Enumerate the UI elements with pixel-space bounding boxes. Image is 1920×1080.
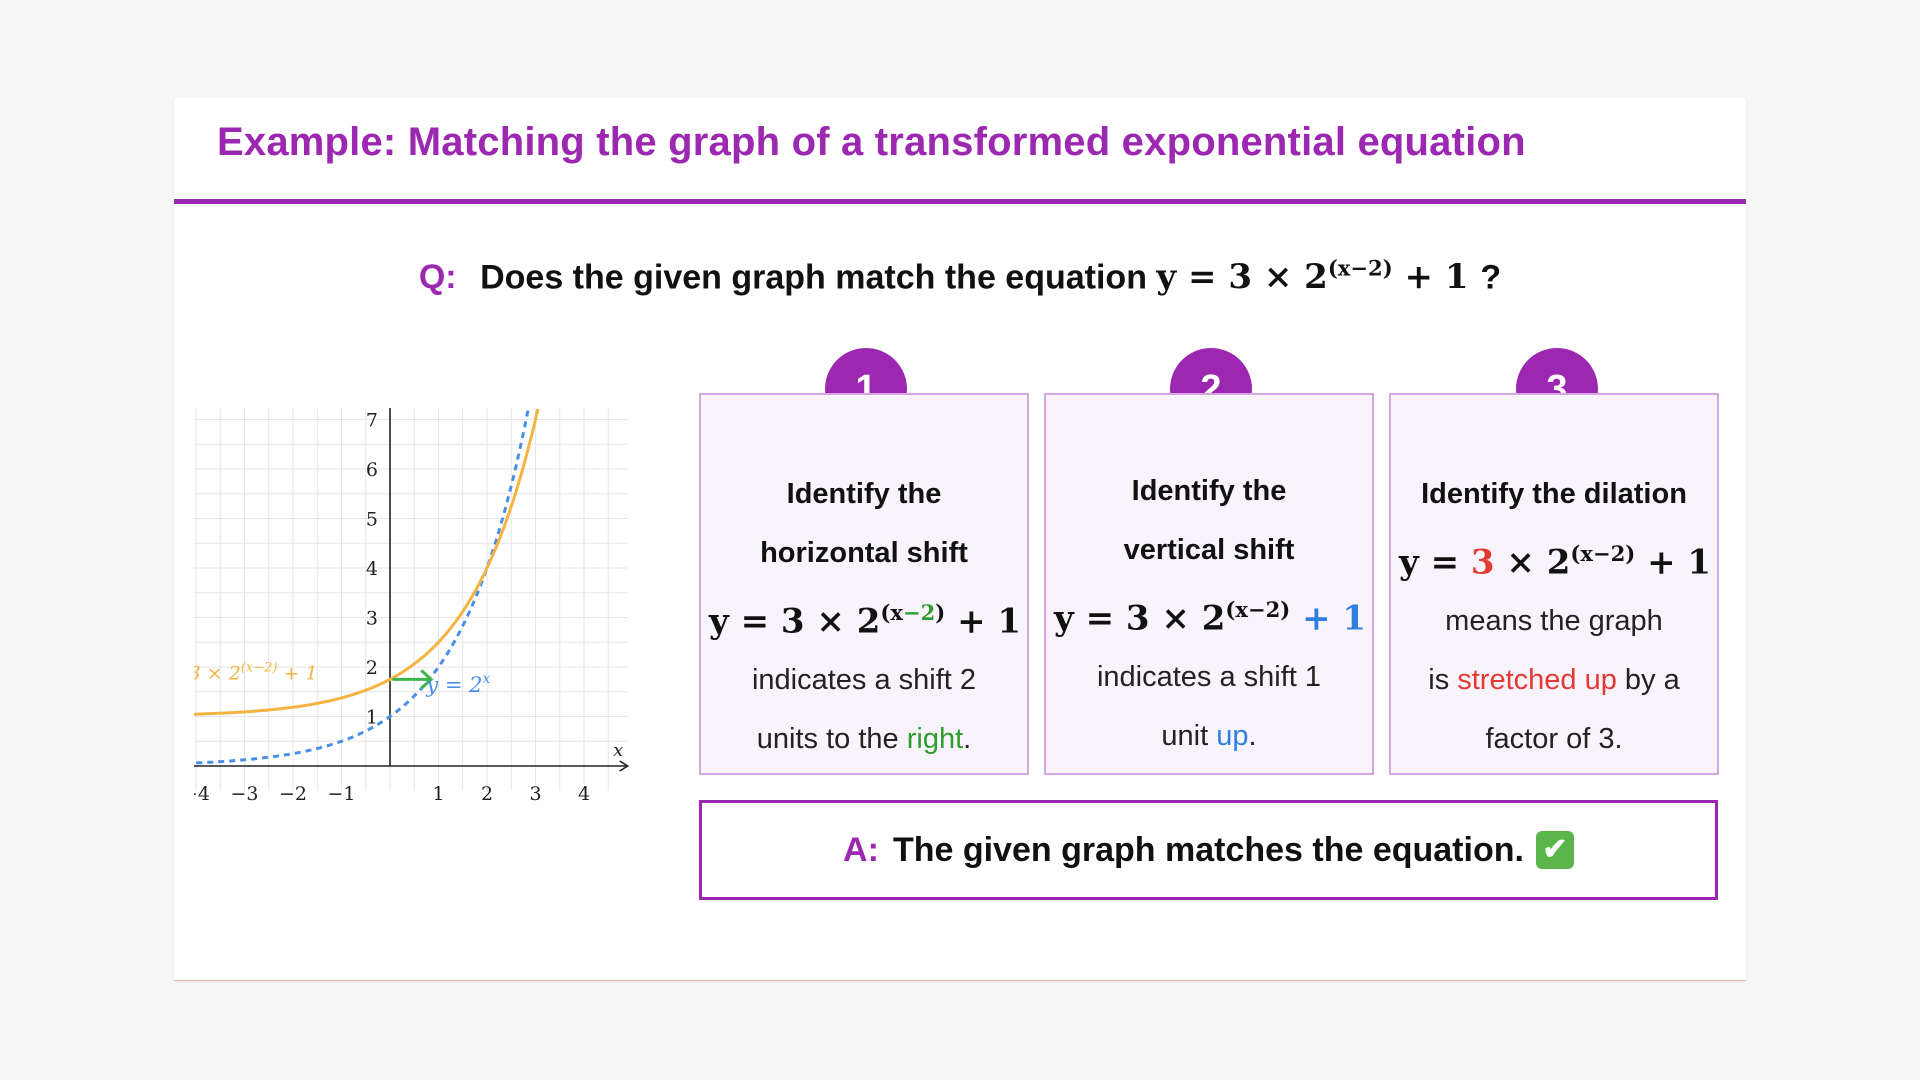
- step-2-eq-highlight: + 1: [1290, 598, 1367, 639]
- step-1-title-line-1: Identify the: [786, 478, 942, 510]
- answer-box: A: The given graph matches the equation.…: [699, 800, 1718, 900]
- step-1-text-line-1: indicates a shift 2: [751, 664, 977, 697]
- step-1-title: Identify the horizontal shift: [701, 465, 1027, 583]
- graph-grid: [194, 408, 628, 791]
- step-1-eq-lhs: y = 3 × 2: [709, 601, 881, 642]
- y-tick-label: 6: [366, 459, 378, 481]
- transformed-curve-label: y = 3 × 2(x−2) + 1: [194, 660, 318, 684]
- step-2-eq-exponent: (x−2): [1225, 597, 1291, 622]
- step-2-eq-lhs: y = 3 × 2: [1054, 598, 1226, 639]
- step-3-highlight-phrase: stretched up: [1457, 664, 1617, 697]
- horizontal-shift-arrowhead: [420, 669, 434, 690]
- step-3-eq-mid: × 2: [1494, 542, 1571, 583]
- question: Q: Does the given graph match the equati…: [174, 256, 1746, 297]
- step-3-eq-rhs: + 1: [1635, 542, 1712, 583]
- step-3-mid-prefix: is: [1428, 664, 1458, 697]
- step-2-last-suffix: .: [1248, 720, 1257, 753]
- curve-labels: y = 3 × 2(x−2) + 1 y = 2x: [194, 660, 491, 696]
- step-3-text-line-2: is stretched up by a: [1391, 651, 1717, 710]
- answer-text: The given graph matches the equation.: [892, 830, 1524, 869]
- step-1-equation: y = 3 × 2(x−2) + 1: [701, 583, 1027, 651]
- y-tick-label: 3: [366, 608, 378, 630]
- question-text: Does the given graph match the equation: [480, 258, 1147, 297]
- step-2-title-line-2: vertical shift: [1123, 534, 1295, 566]
- step-2-text-line-1: indicates a shift 1: [1096, 661, 1322, 694]
- step-1-eq-highlight: −2: [902, 600, 936, 625]
- question-equation-lhs: y = 3 × 2: [1156, 257, 1328, 298]
- step-2-title-line-1: Identify the: [1131, 475, 1287, 507]
- graph-axes: xy: [194, 408, 630, 772]
- step-1-card: Identify the horizontal shift y = 3 × 2(…: [699, 393, 1029, 775]
- x-tick-label: 3: [529, 783, 541, 805]
- step-2-equation: y = 3 × 2(x−2) + 1: [1046, 580, 1372, 648]
- step-3-equation: y = 3 × 2(x−2) + 1: [1391, 524, 1717, 592]
- step-3-text-line-1: means the graph: [1445, 605, 1663, 638]
- question-equation: y = 3 × 2(x−2) + 1: [1156, 256, 1480, 298]
- step-2-title: Identify the vertical shift: [1046, 462, 1372, 580]
- x-tick-label: 1: [432, 783, 444, 805]
- step-1-eq-close: ): [935, 600, 946, 625]
- question-label: Q:: [418, 258, 457, 297]
- step-2-highlight-word: up: [1216, 720, 1249, 753]
- y-tick-label: 5: [366, 509, 378, 531]
- step-2-text-line-2: unit up.: [1046, 707, 1372, 766]
- x-tick-label: 2: [481, 783, 493, 805]
- step-1-text-line-2: units to the right.: [701, 710, 1027, 769]
- step-3-title: Identify the dilation: [1421, 478, 1687, 510]
- step-2-last-prefix: unit: [1161, 720, 1217, 753]
- question-equation-rhs: + 1: [1392, 257, 1469, 298]
- transformed-curve: [194, 408, 540, 716]
- exponential-graph: xy −4 −3 −2 −1 1 2 3 4 1 2 3 4 5 6 7 y = 3 × 2(x−2) + …: [194, 408, 630, 806]
- answer-label: A:: [843, 830, 879, 869]
- graph-ticks: −4 −3 −2 −1 1 2 3 4 1 2 3 4 5 6 7: [194, 410, 590, 806]
- step-1-eq-open: (x: [880, 600, 903, 625]
- title-divider: [174, 199, 1746, 204]
- check-icon: ✔: [1535, 831, 1574, 869]
- step-3-eq-exponent: (x−2): [1570, 541, 1636, 566]
- y-tick-label: 2: [366, 657, 378, 679]
- x-tick-label: 4: [578, 783, 590, 805]
- step-1-last-suffix: .: [963, 723, 972, 756]
- x-tick-label: −1: [327, 783, 355, 805]
- step-3-eq-highlight: 3: [1470, 542, 1495, 583]
- x-tick-label: −2: [279, 783, 307, 805]
- step-3-text-line-3: factor of 3.: [1485, 723, 1623, 756]
- step-2-card: Identify the vertical shift y = 3 × 2(x−…: [1044, 393, 1374, 775]
- x-tick-label: −3: [230, 783, 258, 805]
- step-3-eq-prefix: y =: [1399, 542, 1471, 583]
- question-equation-exponent: (x−2): [1327, 256, 1393, 281]
- step-1-last-prefix: units to the: [756, 723, 907, 756]
- x-axis-label: x: [613, 740, 623, 761]
- x-axis-arrow: [619, 760, 630, 772]
- y-tick-label: 1: [366, 707, 378, 729]
- y-tick-label: 7: [366, 410, 378, 432]
- y-tick-label: 4: [366, 558, 378, 580]
- step-1-title-line-2: horizontal shift: [760, 537, 968, 569]
- parent-curve-label: y = 2x: [425, 671, 490, 697]
- x-tick-label: −4: [194, 783, 210, 805]
- step-3-mid-suffix: by a: [1616, 664, 1680, 697]
- question-end: ?: [1480, 258, 1502, 297]
- shift-arrows: [392, 669, 434, 690]
- page-title: Example: Matching the graph of a transfo…: [217, 120, 1526, 164]
- step-1-highlight-word: right: [906, 723, 964, 756]
- slide: Example: Matching the graph of a transfo…: [174, 98, 1746, 981]
- step-1-eq-rhs: + 1: [945, 601, 1022, 642]
- step-3-card: Identify the dilation y = 3 × 2(x−2) + 1…: [1389, 393, 1719, 775]
